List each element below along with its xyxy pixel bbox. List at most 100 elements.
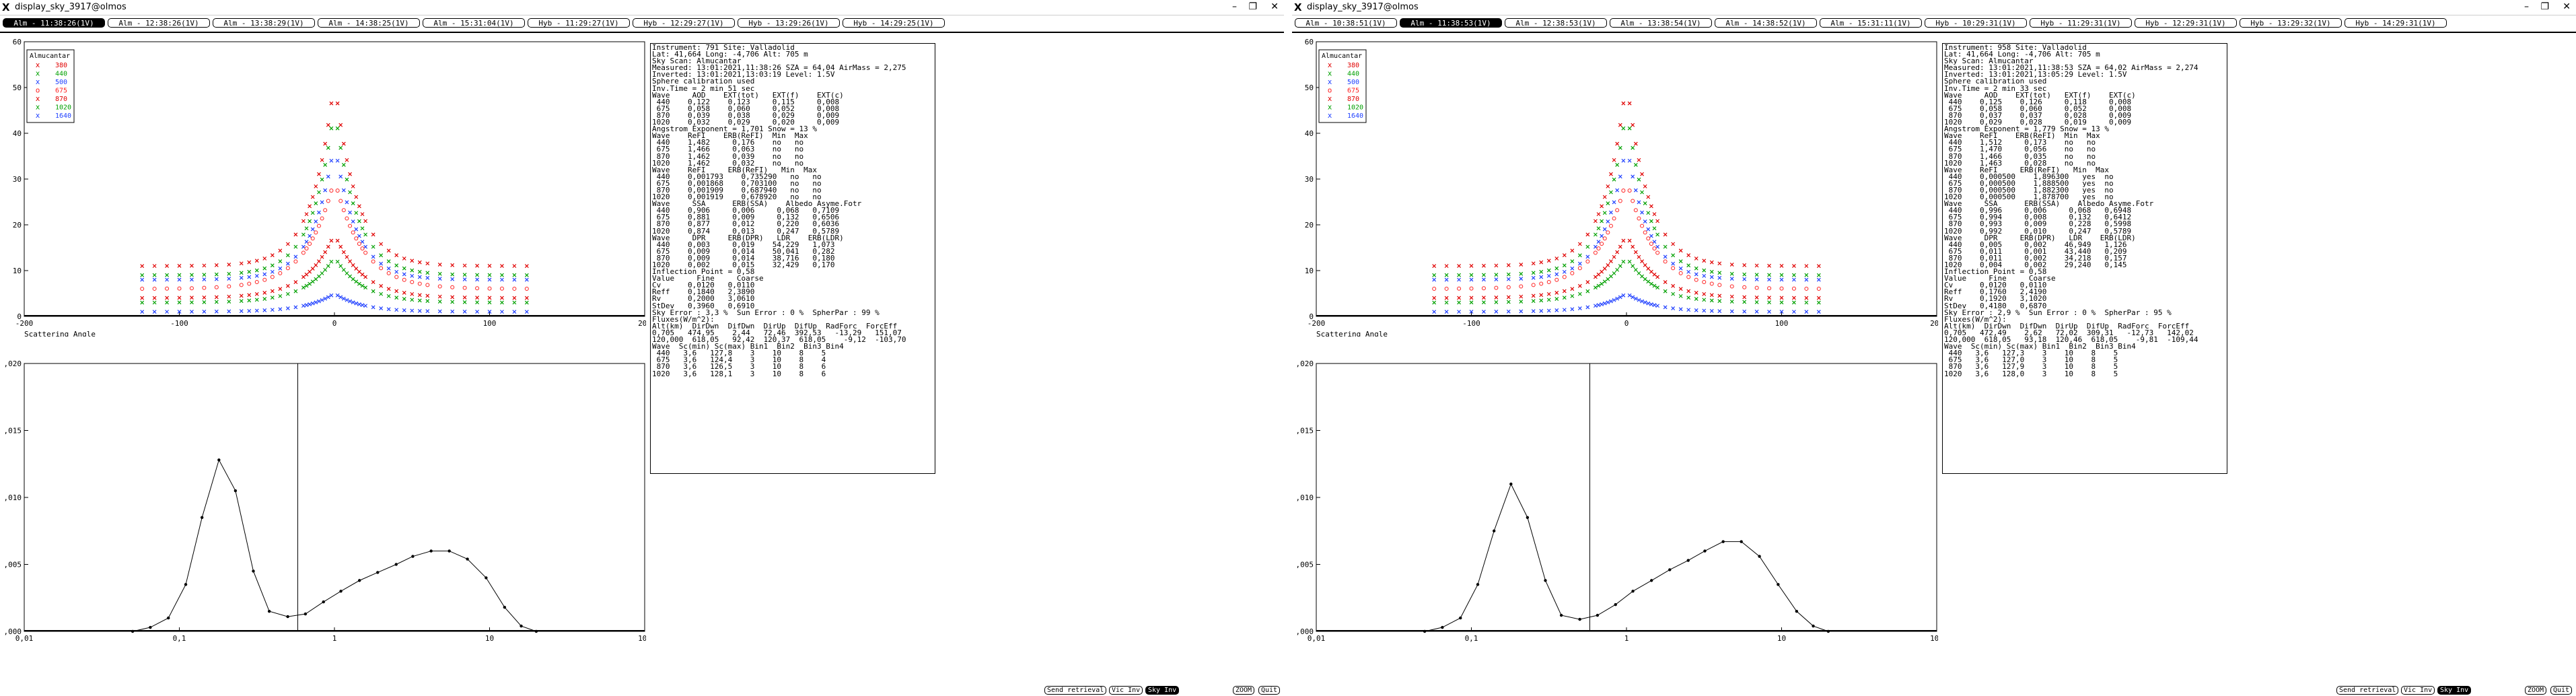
data-point — [379, 253, 384, 258]
data-point — [338, 174, 343, 179]
scan-tab[interactable]: Hyb - 13:29:26(1V) — [738, 18, 840, 28]
data-point — [338, 199, 343, 203]
info-line: Wave Sc(min) Sc(max) Bin1 Bin2 Bin3 Bin4 — [1944, 342, 2136, 351]
info-line: 1020 0,029 0,028 0,019 0,009 — [1944, 118, 2132, 127]
vic-inv-button[interactable]: Vic Inv — [2401, 686, 2435, 695]
scan-tab[interactable]: Alm - 12:38:26(1V) — [108, 18, 210, 28]
data-point — [1621, 238, 1626, 243]
scan-tab[interactable]: Alm - 11:38:53(1V) — [1400, 18, 1502, 28]
data-point — [1600, 219, 1604, 223]
sky-inv-button[interactable]: Sky Inv — [1145, 686, 1180, 695]
scan-tab[interactable]: Alm - 14:38:25(1V) — [318, 18, 420, 28]
minimize-button[interactable]: – — [1232, 1, 1237, 12]
data-point — [410, 308, 415, 313]
send-retrieval-button[interactable]: Send retrieval — [1044, 686, 1107, 695]
data-point — [487, 273, 492, 277]
data-point — [512, 273, 517, 277]
scan-tab[interactable]: Alm - 13:38:29(1V) — [213, 18, 315, 28]
zoom-button[interactable]: ZOOM — [1233, 686, 1255, 695]
data-point — [335, 101, 340, 106]
data-point — [1709, 260, 1714, 265]
data-point — [1612, 271, 1616, 275]
data-point — [1423, 629, 1427, 633]
data-point — [351, 263, 355, 267]
minimize-button[interactable]: – — [2524, 1, 2529, 12]
info-line: Sky Error : 2,9 % Sun Error : 0 % SpherP… — [1944, 308, 2172, 317]
display-window-left: X display_sky_3917@olmos – ❐ ✕ Alm - 11:… — [0, 0, 1284, 696]
scan-tab[interactable]: Alm - 15:31:04(1V) — [423, 18, 525, 28]
info-line: Sky Scan: Almucantar — [652, 57, 742, 66]
data-point — [1606, 184, 1610, 188]
info-line: 675 1,470 0,056 no no — [1944, 145, 2096, 154]
data-point — [335, 259, 340, 264]
data-point — [1608, 223, 1613, 228]
data-point — [462, 310, 467, 314]
data-point — [386, 307, 391, 312]
data-point — [304, 283, 309, 288]
data-point — [379, 242, 384, 246]
data-point — [417, 281, 422, 286]
data-point — [357, 204, 361, 209]
scan-tab[interactable]: Hyb - 11:29:27(1V) — [528, 18, 630, 28]
data-point — [1792, 295, 1796, 300]
scan-tab[interactable]: Hyb - 14:29:31(1V) — [2345, 18, 2447, 28]
scan-tab[interactable]: Alm - 13:38:54(1V) — [1610, 18, 1712, 28]
info-line: 675 1,466 0,063 no no — [652, 145, 804, 154]
info-line: StDev 0,4180 0,6870 — [1944, 301, 2047, 310]
info-line: 870 1,466 0,035 no no — [1944, 151, 2096, 161]
quit-button[interactable]: Quit — [1258, 686, 1281, 695]
vic-inv-button[interactable]: Vic Inv — [1109, 686, 1143, 695]
data-point — [320, 200, 324, 205]
data-point — [262, 256, 267, 260]
scan-tab[interactable]: Hyb - 11:29:31(1V) — [2030, 18, 2132, 28]
zoom-button[interactable]: ZOOM — [2525, 686, 2547, 695]
data-point — [1432, 295, 1437, 300]
maximize-button[interactable]: ❐ — [2540, 1, 2549, 12]
quit-button[interactable]: Quit — [2550, 686, 2573, 695]
data-point — [1469, 295, 1474, 300]
data-point — [1686, 263, 1691, 268]
data-point — [152, 264, 157, 269]
scan-tab[interactable]: Alm - 14:38:52(1V) — [1715, 18, 1817, 28]
data-point — [1792, 310, 1796, 314]
data-point — [394, 308, 399, 312]
data-point — [410, 258, 415, 263]
scan-tab[interactable]: Hyb - 12:29:31(1V) — [2135, 18, 2237, 28]
data-point — [1655, 232, 1660, 237]
data-point — [310, 236, 315, 241]
y-tick-label: ,000 — [1296, 627, 1314, 636]
sky-inv-button[interactable]: Sky Inv — [2437, 686, 2472, 695]
scan-tab[interactable]: Alm - 12:38:53(1V) — [1505, 18, 1607, 28]
data-point — [214, 295, 219, 300]
data-point — [1618, 145, 1622, 150]
data-point — [1609, 172, 1613, 176]
maximize-button[interactable]: ❐ — [1248, 1, 1257, 12]
data-point — [1717, 271, 1722, 275]
x-tick-label: 100 — [1930, 634, 1938, 643]
scan-tab[interactable]: Hyb - 10:29:31(1V) — [1925, 18, 2027, 28]
close-button[interactable]: ✕ — [2563, 1, 2571, 12]
data-point — [524, 300, 529, 305]
data-point — [348, 259, 352, 264]
data-point — [338, 295, 343, 300]
scan-tab[interactable]: Alm - 10:38:51(1V) — [1295, 18, 1397, 28]
send-retrieval-button[interactable]: Send retrieval — [2336, 686, 2399, 695]
close-button[interactable]: ✕ — [1271, 1, 1279, 12]
data-point — [254, 308, 259, 313]
data-point — [317, 172, 321, 176]
data-point — [475, 310, 479, 314]
scan-tab[interactable]: Hyb - 14:29:25(1V) — [843, 18, 945, 28]
data-point — [1640, 190, 1644, 195]
data-point — [1652, 226, 1657, 231]
scan-tab[interactable]: Hyb - 13:29:32(1V) — [2240, 18, 2342, 28]
data-point — [1612, 200, 1616, 205]
scan-tab[interactable]: Alm - 15:31:11(1V) — [1820, 18, 1922, 28]
data-point — [348, 190, 352, 195]
data-point — [1593, 250, 1598, 255]
data-point — [140, 300, 145, 305]
scan-tab[interactable]: Alm - 11:38:26(1V) — [3, 18, 105, 28]
data-point — [308, 242, 312, 246]
scan-tab[interactable]: Hyb - 12:29:27(1V) — [633, 18, 735, 28]
data-point — [152, 310, 157, 314]
